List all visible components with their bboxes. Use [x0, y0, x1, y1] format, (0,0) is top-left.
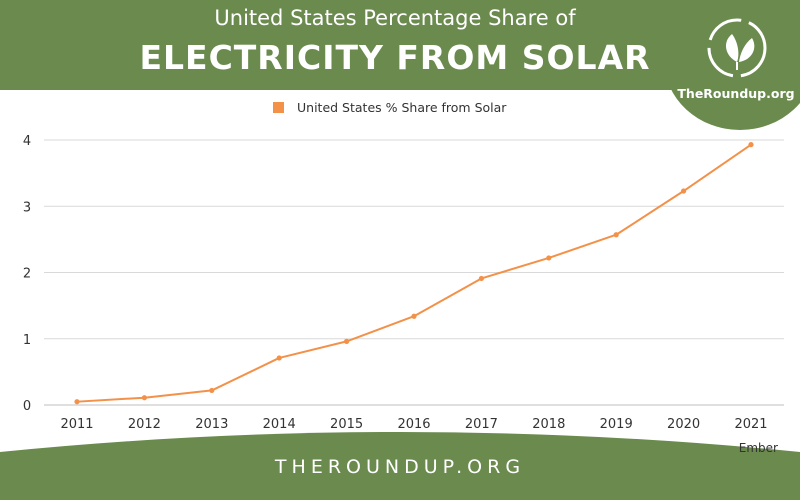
data-point: [74, 399, 80, 405]
grid-lines: [44, 139, 784, 406]
y-tick-label: 1: [23, 333, 31, 348]
x-tick-label: 2013: [195, 417, 228, 432]
x-tick-label: 2016: [397, 417, 430, 432]
footer-band: [0, 432, 800, 500]
x-axis: 2011 2012 2013 2014 2015 2016 2017 2018 2019 2020…: [60, 417, 767, 432]
y-axis: 0 1 2 3 4: [23, 134, 31, 414]
footer-text: THEROUNDUP.ORG: [274, 456, 526, 478]
data-point: [681, 188, 687, 194]
x-tick-label: 2015: [330, 417, 363, 432]
data-point: [478, 275, 484, 282]
title-line1: United States Percentage Share of: [214, 6, 576, 30]
logo-badge: [664, 0, 800, 130]
data-point: [411, 313, 417, 319]
legend-label: United States % Share from Solar: [297, 100, 507, 115]
x-tick-label: 2011: [60, 417, 93, 432]
x-tick-label: 2017: [465, 417, 498, 432]
data-point: [141, 395, 147, 401]
x-tick-label: 2014: [263, 417, 296, 432]
data-point: [613, 232, 619, 238]
title-line2: ELECTRICITY FROM SOLAR: [139, 38, 651, 77]
data-point: [276, 355, 282, 361]
x-tick-label: 2019: [600, 417, 633, 432]
series-line: [76, 143, 752, 403]
legend-swatch: [273, 102, 284, 113]
y-tick-label: 4: [23, 134, 31, 149]
series-plot: [74, 142, 754, 405]
y-tick-label: 3: [23, 200, 31, 215]
data-point: [209, 387, 215, 394]
leaf-recycle-icon: [707, 18, 767, 78]
x-tick-label: 2012: [128, 417, 161, 432]
x-tick-label: 2020: [667, 417, 700, 432]
source-label: Ember: [738, 441, 778, 455]
data-point: [748, 142, 754, 148]
x-tick-label: 2021: [734, 417, 767, 432]
x-tick-label: 2018: [532, 417, 565, 432]
y-tick-label: 0: [23, 399, 31, 414]
data-point: [546, 255, 552, 261]
data-point: [344, 338, 350, 344]
legend: United States % Share from Solar: [273, 100, 507, 115]
y-tick-label: 2: [23, 267, 31, 282]
logo-text: TheRoundup.org: [677, 86, 795, 101]
